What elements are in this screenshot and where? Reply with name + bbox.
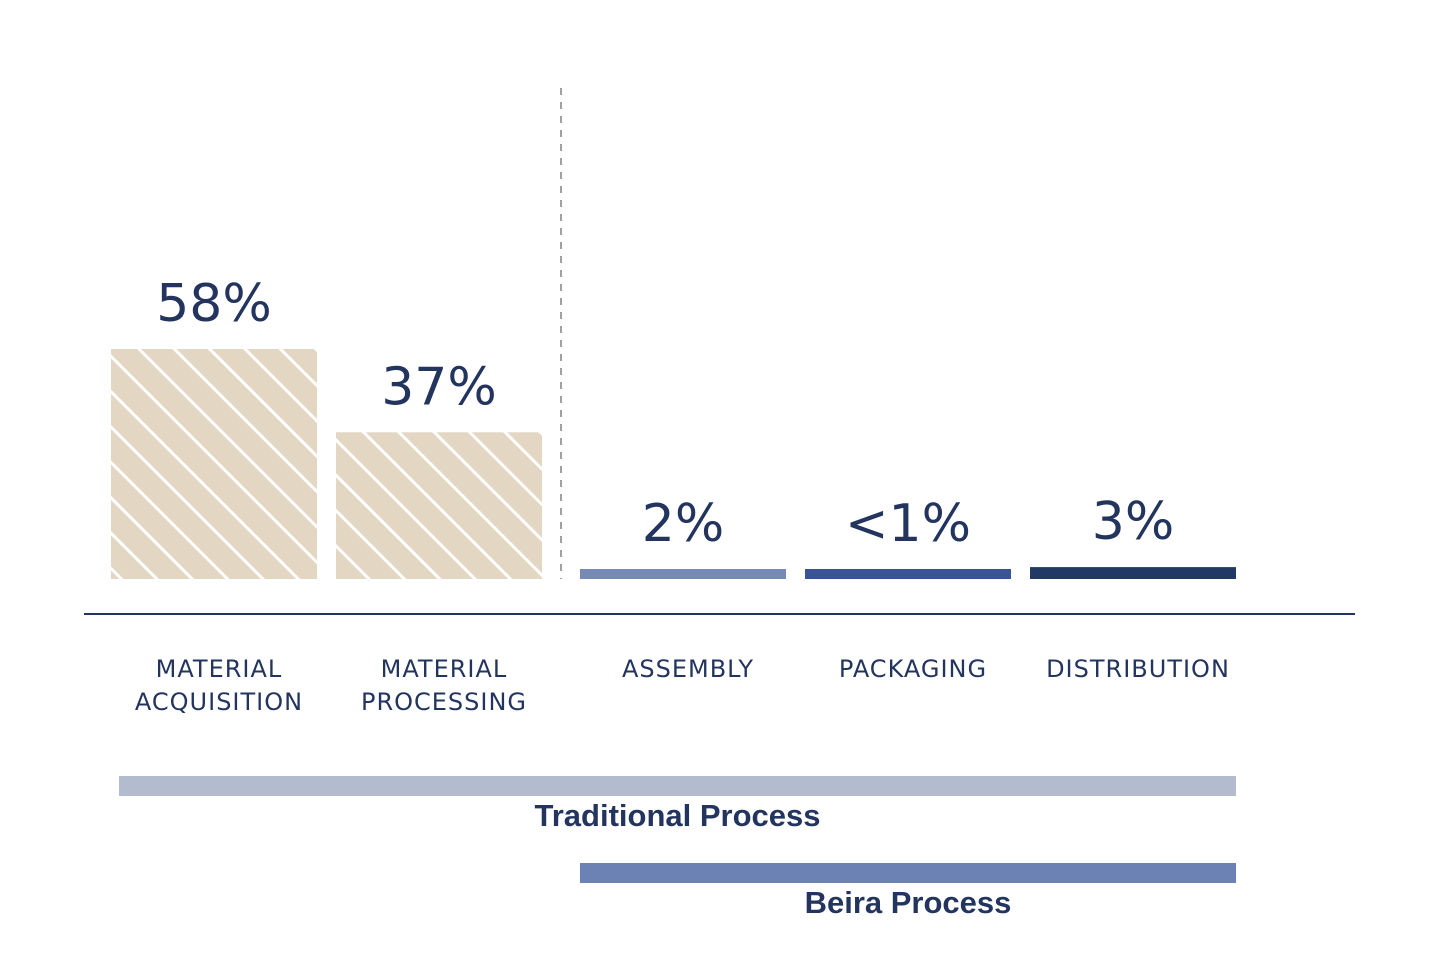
range-label-1: Beira Process [805,885,1012,920]
range-label-0: Traditional Process [535,798,821,833]
category-label-1-1: PROCESSING [361,688,527,716]
bar-4 [1030,567,1236,579]
category-label-0-1: ACQUISITION [135,688,303,716]
bar-0 [111,349,317,579]
category-label-0-0: MATERIAL [156,655,283,683]
category-label-1-0: MATERIAL [381,655,508,683]
range-bar-0 [119,776,1236,796]
value-label-3: <1% [845,494,971,554]
category-label-2-0: ASSEMBLY [622,655,754,683]
value-label-0: 58% [156,274,272,334]
category-label-4-0: DISTRIBUTION [1046,655,1230,683]
category-label-3-0: PACKAGING [839,655,987,683]
value-label-2: 2% [642,494,725,554]
value-label-1: 37% [381,357,497,417]
range-bar-1 [580,863,1236,883]
bar-1 [336,432,542,579]
bar-2 [580,569,786,579]
value-label-4: 3% [1092,492,1175,552]
bar-3 [805,569,1011,579]
